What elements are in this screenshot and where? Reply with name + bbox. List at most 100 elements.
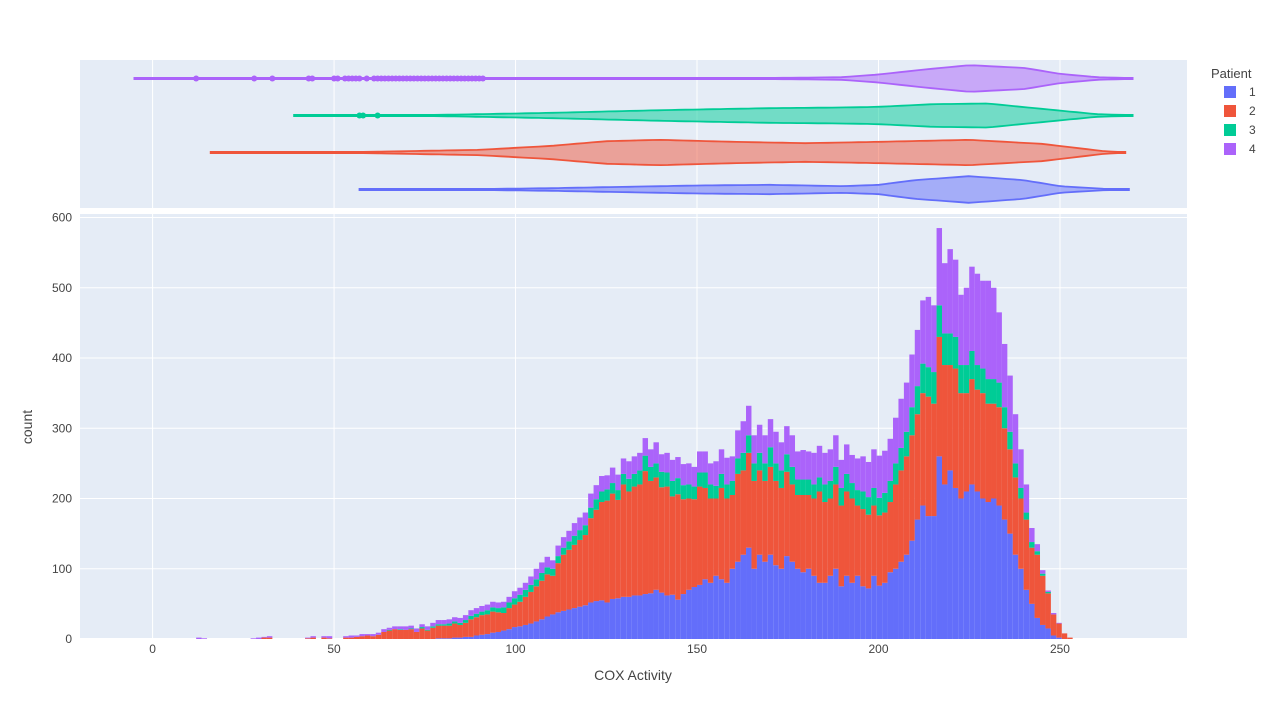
histogram-bar-patient-2 xyxy=(631,486,638,596)
x-tick-label: 0 xyxy=(149,642,156,656)
histogram-bar-patient-1 xyxy=(490,632,496,639)
histogram-bar-patient-3 xyxy=(963,365,970,394)
legend-items: 1 2 3 4 xyxy=(1224,85,1256,156)
histogram-bar-patient-3 xyxy=(484,610,491,615)
histogram-bar-patient-4 xyxy=(354,635,360,637)
histogram-bar-patient-4 xyxy=(724,457,730,485)
histogram-bar-patient-3 xyxy=(974,365,981,390)
histogram-bar-patient-1 xyxy=(441,638,447,639)
histogram-bar-patient-3 xyxy=(1007,431,1013,450)
x-tick-labels: 0 50 100 150 200 250 xyxy=(149,642,1070,656)
histogram-bar-patient-2 xyxy=(898,470,904,562)
histogram-bar-patient-4 xyxy=(386,627,393,630)
histogram-bar-patient-3 xyxy=(424,629,431,631)
histogram-bar-patient-3 xyxy=(386,629,393,631)
histogram-bar-patient-1 xyxy=(1012,554,1019,639)
histogram-bar-patient-1 xyxy=(599,600,605,639)
histogram-bar-patient-4 xyxy=(1040,570,1046,574)
histogram-bar-patient-1 xyxy=(876,585,883,639)
histogram-bar-patient-2 xyxy=(860,509,866,587)
histogram-bar-patient-1 xyxy=(860,586,866,639)
histogram-bar-patient-1 xyxy=(805,568,812,639)
histogram-bar-patient-4 xyxy=(462,615,469,621)
histogram-bar-patient-3 xyxy=(528,584,534,592)
histogram-bar-patient-3 xyxy=(767,447,774,467)
histogram-bar-patient-2 xyxy=(969,379,975,485)
histogram-bar-patient-4 xyxy=(713,461,719,486)
histogram-bar-patient-3 xyxy=(419,627,425,629)
histogram-bar-patient-4 xyxy=(778,442,785,471)
histogram-bar-patient-4 xyxy=(457,617,463,623)
histogram-bar-patient-1 xyxy=(664,595,670,639)
histogram-bar-patient-4 xyxy=(1045,590,1051,592)
legend-label-patient-1[interactable]: 1 xyxy=(1249,85,1256,99)
histogram-bar-patient-4 xyxy=(871,449,877,488)
histogram-bar-patient-3 xyxy=(675,478,681,495)
histogram-bar-patient-3 xyxy=(958,365,964,394)
histogram-bar-patient-3 xyxy=(631,473,638,487)
histogram-bar-patient-1 xyxy=(991,498,997,639)
histogram-bar-patient-3 xyxy=(914,386,921,415)
histogram-bar-patient-3 xyxy=(669,480,676,497)
histogram-bar-patient-4 xyxy=(920,300,926,364)
histogram-bar-patient-4 xyxy=(1050,613,1057,615)
histogram-bar-patient-2 xyxy=(430,627,436,639)
histogram-bar-patient-1 xyxy=(669,594,676,639)
histogram-bar-patient-3 xyxy=(397,629,404,630)
histogram-bar-patient-2 xyxy=(931,403,937,517)
histogram-bar-patient-1 xyxy=(582,605,589,639)
histogram-bar-patient-1 xyxy=(974,491,981,639)
histogram-bar-patient-2 xyxy=(392,629,398,639)
y-tick-label: 600 xyxy=(52,211,72,225)
legend-label-patient-2[interactable]: 2 xyxy=(1249,104,1256,118)
legend-swatch-patient-1[interactable] xyxy=(1224,86,1236,98)
histogram-bar-patient-4 xyxy=(326,636,333,639)
histogram-bar-patient-1 xyxy=(522,624,529,639)
histogram-bar-patient-4 xyxy=(506,596,512,603)
histogram-bar-patient-2 xyxy=(833,484,839,569)
legend-label-patient-3[interactable]: 3 xyxy=(1249,123,1256,137)
legend-swatch-patient-3[interactable] xyxy=(1224,124,1236,136)
histogram-bar-patient-2 xyxy=(740,470,747,555)
histogram-bar-patient-4 xyxy=(844,444,850,474)
histogram-bar-patient-1 xyxy=(942,484,948,639)
histogram-bar-patient-2 xyxy=(1050,614,1057,636)
histogram-bar-patient-4 xyxy=(566,530,572,542)
histogram-bar-patient-3 xyxy=(860,491,866,510)
histogram-bar-patient-4 xyxy=(626,461,632,479)
legend-swatch-patient-4[interactable] xyxy=(1224,143,1236,155)
legend-label-patient-4[interactable]: 4 xyxy=(1249,142,1256,156)
histogram-bar-patient-2 xyxy=(936,336,943,457)
histogram-bar-patient-2 xyxy=(947,365,953,471)
histogram-bar-patient-1 xyxy=(506,629,512,639)
histogram-bar-patient-2 xyxy=(985,403,992,503)
histogram-bar-patient-4 xyxy=(931,305,937,373)
histogram-bar-patient-1 xyxy=(495,631,502,639)
histogram-bar-patient-2 xyxy=(1012,477,1019,555)
violin-patient-3 xyxy=(293,102,1134,129)
histogram-bar-patient-4 xyxy=(381,629,387,632)
histogram-bar-patient-3 xyxy=(985,379,992,404)
histogram-bar-patient-4 xyxy=(691,466,698,487)
histogram-bar-patient-2 xyxy=(882,512,888,583)
histogram-bar-patient-3 xyxy=(620,473,627,485)
histogram-bar-patient-2 xyxy=(844,491,850,576)
histogram-bar-patient-1 xyxy=(903,554,910,639)
histogram-bar-patient-2 xyxy=(854,505,861,576)
histogram-bar-patient-4 xyxy=(1001,343,1008,408)
histogram-bar-patient-1 xyxy=(833,568,839,639)
histogram-bar-patient-2 xyxy=(354,636,360,639)
histogram-bar-patient-2 xyxy=(386,630,393,639)
histogram-bar-patient-1 xyxy=(479,634,485,639)
histogram-bar-patient-3 xyxy=(615,490,621,500)
histogram-bar-patient-4 xyxy=(321,636,327,638)
histogram-bar-patient-1 xyxy=(784,556,790,639)
legend-swatch-patient-2[interactable] xyxy=(1224,105,1236,117)
histogram-bar-patient-4 xyxy=(702,451,708,473)
histogram-bar-patient-3 xyxy=(697,472,703,487)
histogram-bar-patient-1 xyxy=(691,587,698,639)
histogram-bar-patient-1 xyxy=(637,595,643,639)
histogram-bar-patient-1 xyxy=(1023,589,1030,639)
histogram-bar-patient-1 xyxy=(724,582,730,639)
histogram-bar-patient-4 xyxy=(593,485,600,500)
